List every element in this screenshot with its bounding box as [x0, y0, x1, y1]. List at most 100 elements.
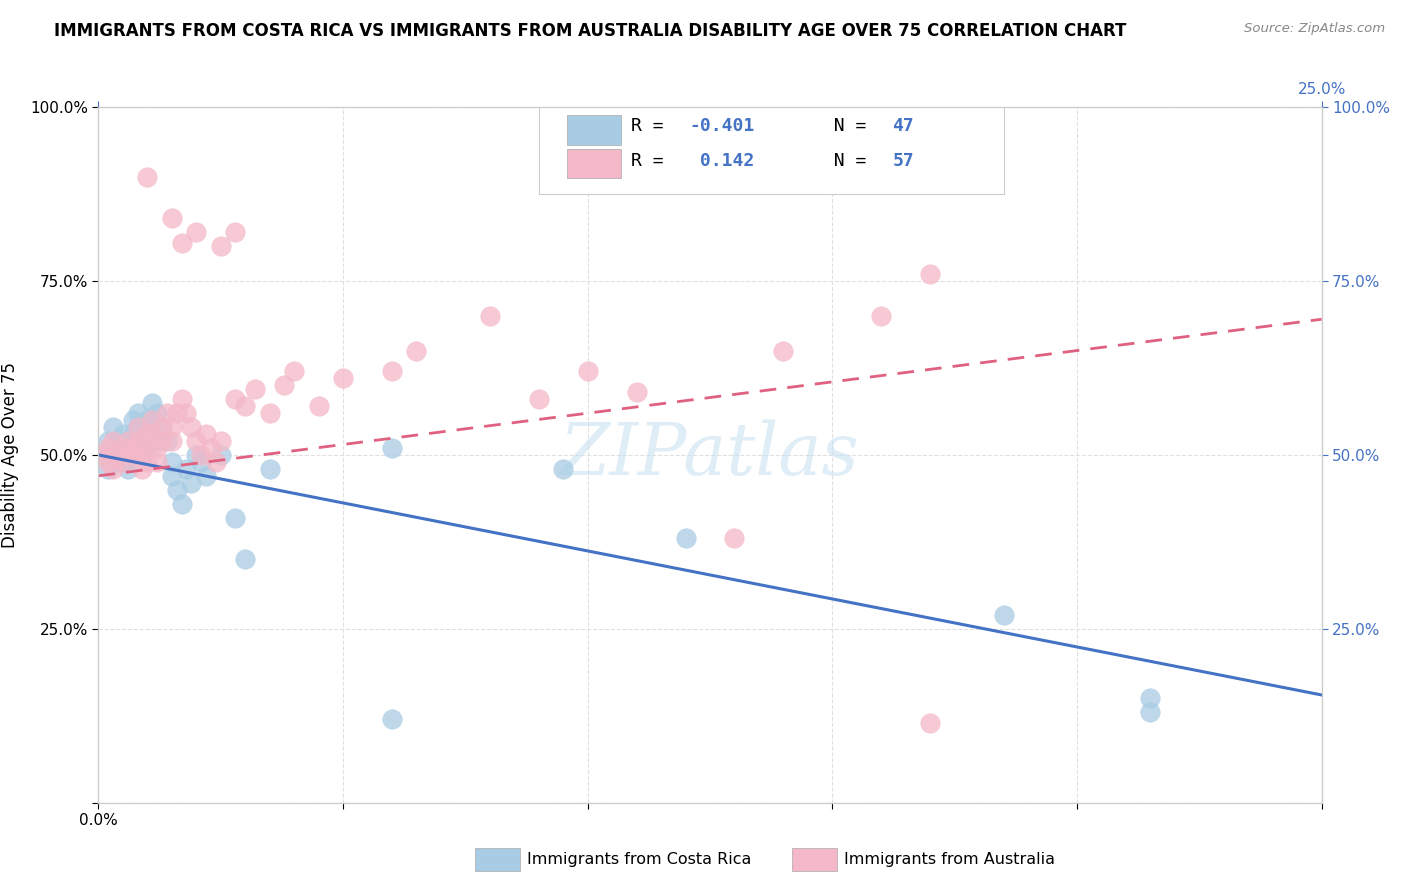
Point — [107, 448, 129, 462]
Point — [170, 392, 193, 407]
Point — [332, 371, 354, 385]
Point — [527, 392, 550, 407]
Point — [195, 427, 218, 442]
Text: ZIPatlas: ZIPatlas — [560, 419, 860, 491]
Point — [136, 441, 159, 455]
Point — [176, 406, 198, 420]
Point — [478, 309, 501, 323]
Point — [170, 497, 193, 511]
Point — [772, 343, 794, 358]
Point — [190, 455, 212, 469]
Point — [111, 427, 134, 442]
Point — [141, 417, 163, 431]
Point — [160, 434, 183, 448]
Point — [920, 715, 942, 730]
Point — [117, 462, 139, 476]
Point — [160, 211, 183, 226]
Point — [111, 441, 134, 455]
Point — [1139, 691, 1161, 706]
Text: N =: N = — [811, 117, 877, 135]
Text: Immigrants from Costa Rica: Immigrants from Costa Rica — [527, 853, 752, 867]
Point — [136, 455, 159, 469]
Point — [381, 364, 404, 378]
Point — [121, 448, 143, 462]
Point — [97, 462, 120, 476]
Point — [117, 448, 139, 462]
Point — [136, 427, 159, 442]
Point — [136, 169, 159, 184]
Text: R =: R = — [630, 117, 673, 135]
Point — [101, 434, 124, 448]
Point — [117, 441, 139, 455]
Point — [166, 483, 188, 497]
Point — [91, 448, 114, 462]
Point — [1139, 706, 1161, 720]
Point — [233, 399, 256, 413]
Point — [273, 378, 295, 392]
Point — [160, 455, 183, 469]
Point — [259, 406, 281, 420]
Point — [131, 434, 153, 448]
Text: 57: 57 — [893, 152, 914, 169]
Point — [186, 448, 208, 462]
Point — [553, 462, 575, 476]
Point — [200, 441, 222, 455]
Point — [136, 413, 159, 427]
Point — [160, 420, 183, 434]
Point — [993, 607, 1015, 622]
Point — [156, 406, 179, 420]
Point — [101, 420, 124, 434]
Text: R =: R = — [630, 152, 673, 169]
Point — [141, 427, 163, 442]
Point — [205, 455, 228, 469]
Point — [626, 385, 648, 400]
Point — [91, 448, 114, 462]
Point — [121, 413, 143, 427]
Text: N =: N = — [811, 152, 877, 169]
Text: Immigrants from Australia: Immigrants from Australia — [844, 853, 1054, 867]
Point — [723, 532, 745, 546]
Point — [381, 441, 404, 455]
Point — [576, 364, 599, 378]
Point — [870, 309, 893, 323]
Text: 0.142: 0.142 — [689, 152, 755, 169]
Point — [209, 434, 232, 448]
Point — [141, 413, 163, 427]
Point — [97, 455, 120, 469]
Point — [111, 441, 134, 455]
Point — [259, 462, 281, 476]
Point — [127, 420, 149, 434]
Point — [127, 420, 149, 434]
FancyBboxPatch shape — [567, 149, 620, 178]
Point — [141, 396, 163, 410]
FancyBboxPatch shape — [538, 100, 1004, 194]
Point — [127, 406, 149, 420]
Point — [131, 448, 153, 462]
Point — [146, 455, 169, 469]
Point — [243, 382, 266, 396]
Point — [308, 399, 330, 413]
Point — [176, 462, 198, 476]
Point — [131, 462, 153, 476]
Point — [121, 427, 143, 442]
Point — [156, 434, 179, 448]
Point — [224, 510, 246, 524]
Point — [146, 434, 169, 448]
Point — [107, 448, 129, 462]
Point — [101, 455, 124, 469]
Point — [166, 406, 188, 420]
FancyBboxPatch shape — [567, 115, 620, 145]
Point — [117, 434, 139, 448]
Point — [111, 455, 134, 469]
Point — [381, 712, 404, 726]
Point — [107, 434, 129, 448]
Point — [209, 448, 232, 462]
Point — [180, 420, 202, 434]
Point — [127, 434, 149, 448]
Point — [131, 448, 153, 462]
Point — [224, 225, 246, 239]
Point — [405, 343, 427, 358]
Text: IMMIGRANTS FROM COSTA RICA VS IMMIGRANTS FROM AUSTRALIA DISABILITY AGE OVER 75 C: IMMIGRANTS FROM COSTA RICA VS IMMIGRANTS… — [55, 22, 1126, 40]
Point — [97, 441, 120, 455]
Point — [121, 441, 143, 455]
